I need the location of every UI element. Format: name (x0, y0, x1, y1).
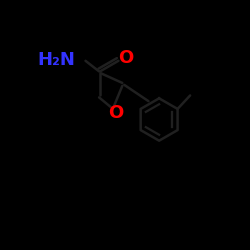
Text: O: O (118, 49, 134, 67)
Text: H₂N: H₂N (37, 51, 75, 69)
Text: O: O (108, 104, 123, 122)
